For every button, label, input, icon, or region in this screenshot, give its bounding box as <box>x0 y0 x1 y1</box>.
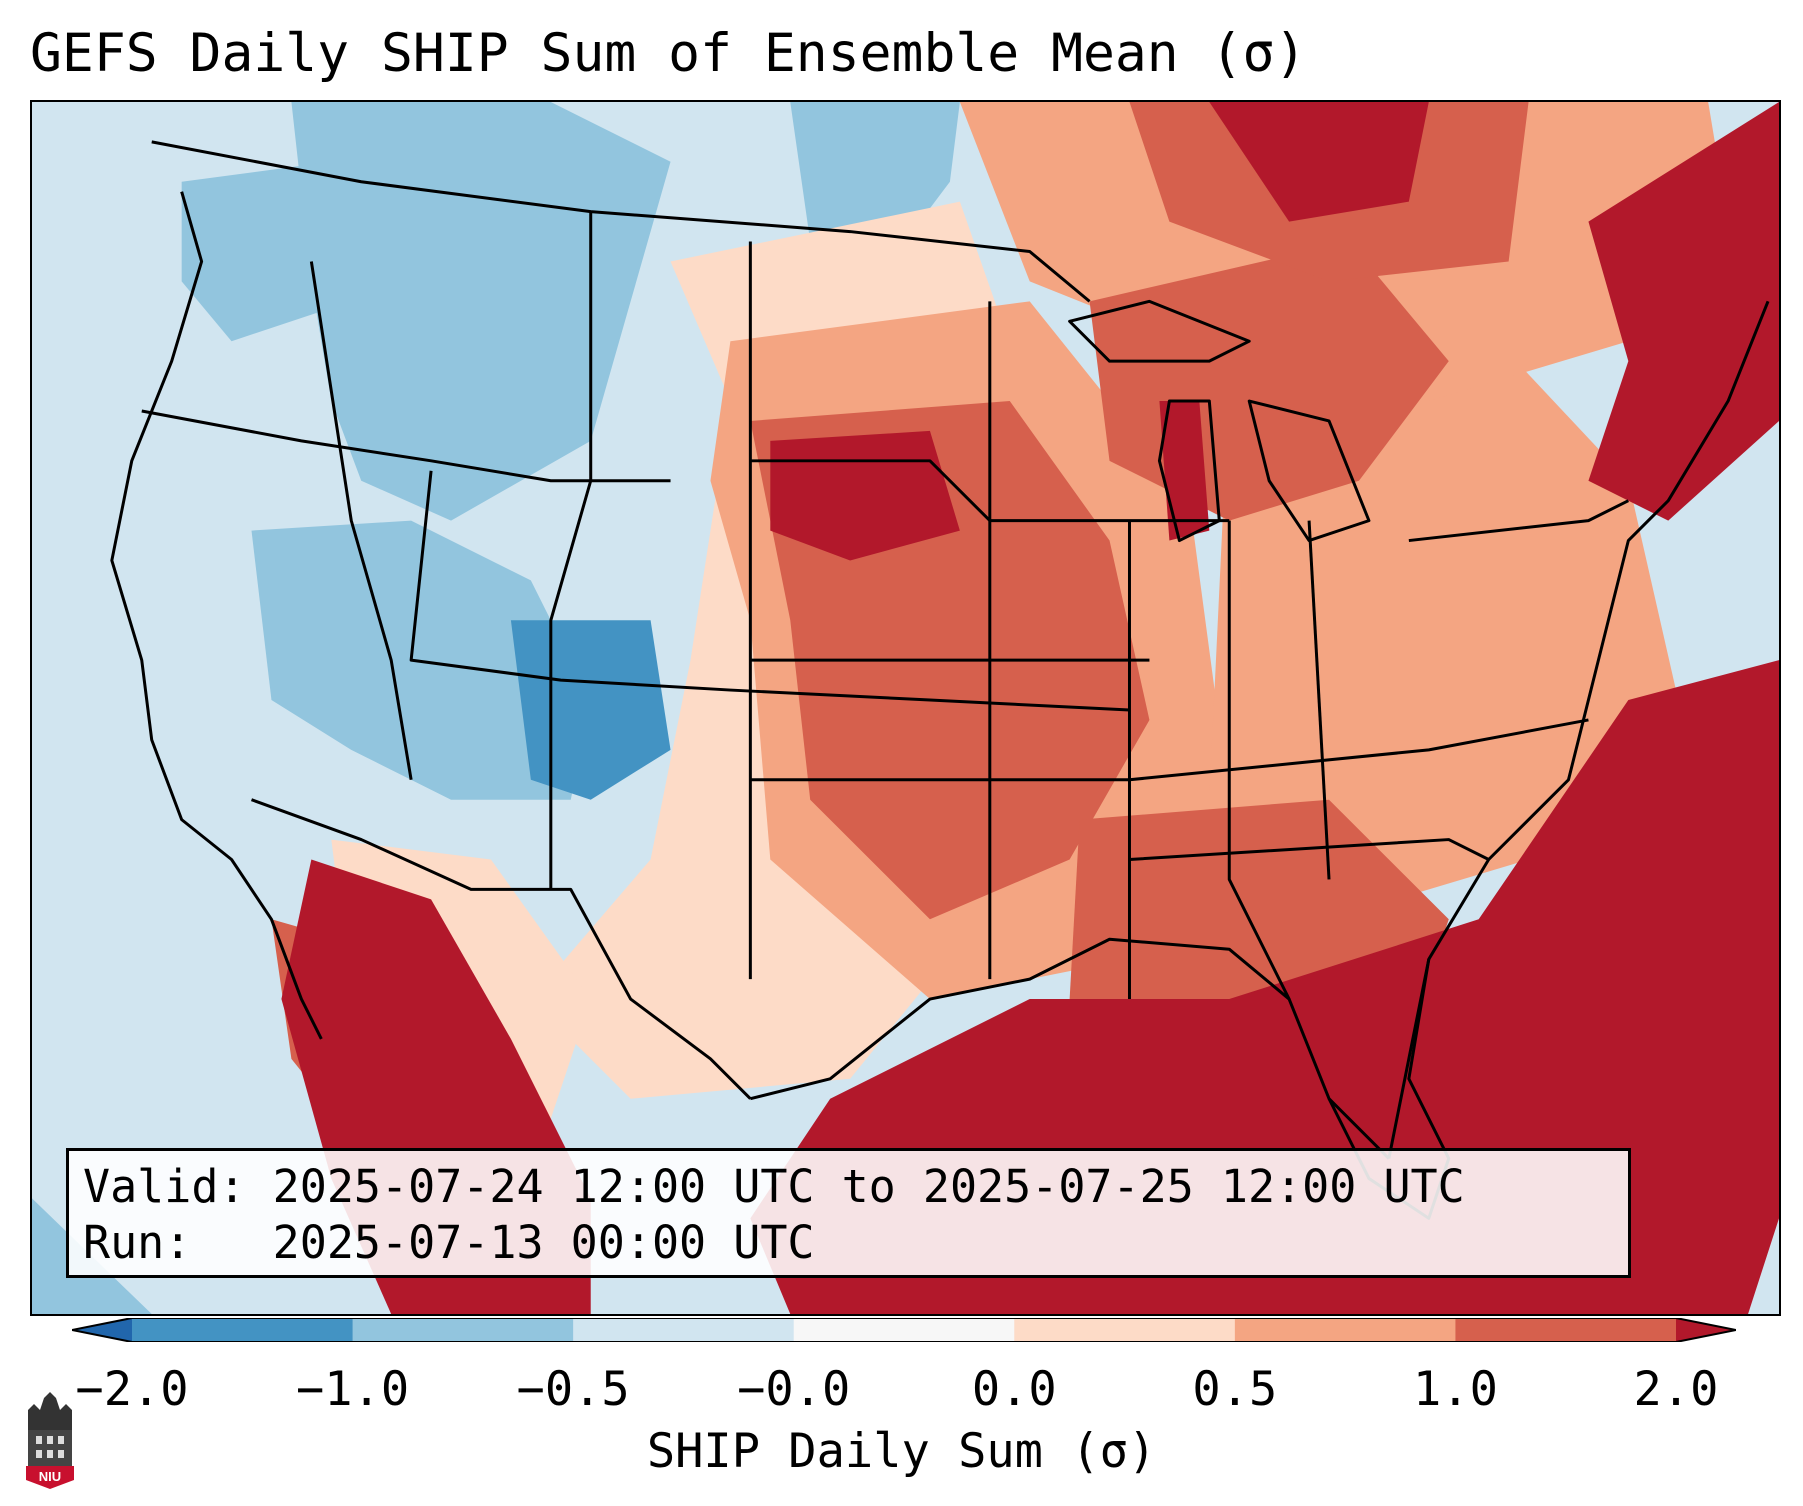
map-title: GEFS Daily SHIP Sum of Ensemble Mean (σ) <box>30 23 1307 84</box>
coastline-west <box>110 191 323 1040</box>
run-label: Run: <box>83 1216 192 1269</box>
colorbar-label: SHIP Daily Sum (σ) <box>646 1424 1157 1479</box>
colorbar-tick-label: −2.0 <box>75 1362 189 1417</box>
border-us-canada <box>151 140 1091 303</box>
colorbar-extend-low <box>72 1318 132 1342</box>
state-line-14 <box>1129 838 1490 861</box>
valid-label: Valid: <box>83 1160 246 1213</box>
region-darkred-new-england <box>1588 102 1779 521</box>
state-line-12 <box>1307 520 1331 880</box>
colorbar-tick-label: 2.0 <box>1633 1362 1719 1417</box>
colorbar-bin <box>573 1318 795 1342</box>
state-line-3 <box>409 470 1130 712</box>
university-logo-icon: NIU <box>26 1392 74 1489</box>
colorbar <box>72 1318 1736 1342</box>
colorbar-tick-labels: −2.0 −1.0 −0.5 −0.0 0.0 0.5 1.0 2.0 <box>0 1362 1803 1422</box>
colorbar-bin <box>352 1318 574 1342</box>
state-line-4 <box>549 211 593 890</box>
colorbar-bin <box>1014 1318 1236 1342</box>
run-value: 2025-07-13 00:00 UTC <box>272 1216 815 1269</box>
colorbar-tick-label: 1.0 <box>1412 1362 1498 1417</box>
region-blue-washington <box>181 161 352 342</box>
colorbar-bin <box>1234 1318 1456 1342</box>
colorbar-bin <box>793 1318 1015 1342</box>
gulf-coast <box>749 937 1390 1160</box>
map-panel <box>30 100 1781 1316</box>
border-us-mexico <box>250 798 752 1100</box>
valid-value: 2025-07-24 12:00 UTC to 2025-07-25 12:00… <box>272 1160 1465 1213</box>
state-line-11 <box>1227 520 1291 1000</box>
lake-michigan <box>1157 399 1221 543</box>
colorbar-extend-high <box>1676 1318 1736 1342</box>
lake-huron-erie <box>1247 399 1371 543</box>
colorbar-tick-label: −1.0 <box>295 1362 410 1417</box>
state-line-2 <box>309 261 413 781</box>
region-darkred-nebraska <box>770 430 960 561</box>
svg-text:NIU: NIU <box>39 1469 61 1484</box>
colorbar-tick-label: −0.0 <box>737 1362 851 1417</box>
colorbar-tick-label: 0.0 <box>971 1362 1057 1417</box>
run-line: Run: 2025-07-13 00:00 UTC <box>83 1215 1614 1271</box>
colorbar-bin <box>1455 1318 1677 1342</box>
ship-anomaly-map <box>32 102 1779 1314</box>
lake-superior <box>1068 299 1251 363</box>
region-blue-idaho-montana <box>291 102 671 521</box>
boundary-lines <box>110 140 1770 1220</box>
valid-line: Valid: 2025-07-24 12:00 UTC to 2025-07-2… <box>83 1159 1614 1215</box>
colorbar-tick-label: −0.5 <box>516 1362 630 1417</box>
region-darkred-new-york <box>1209 102 1429 222</box>
state-line-13 <box>1408 499 1630 543</box>
valid-run-info-box: Valid: 2025-07-24 12:00 UTC to 2025-07-2… <box>66 1148 1631 1278</box>
colorbar-tick-label: 0.5 <box>1192 1362 1278 1417</box>
colorbar-bin <box>132 1318 354 1342</box>
